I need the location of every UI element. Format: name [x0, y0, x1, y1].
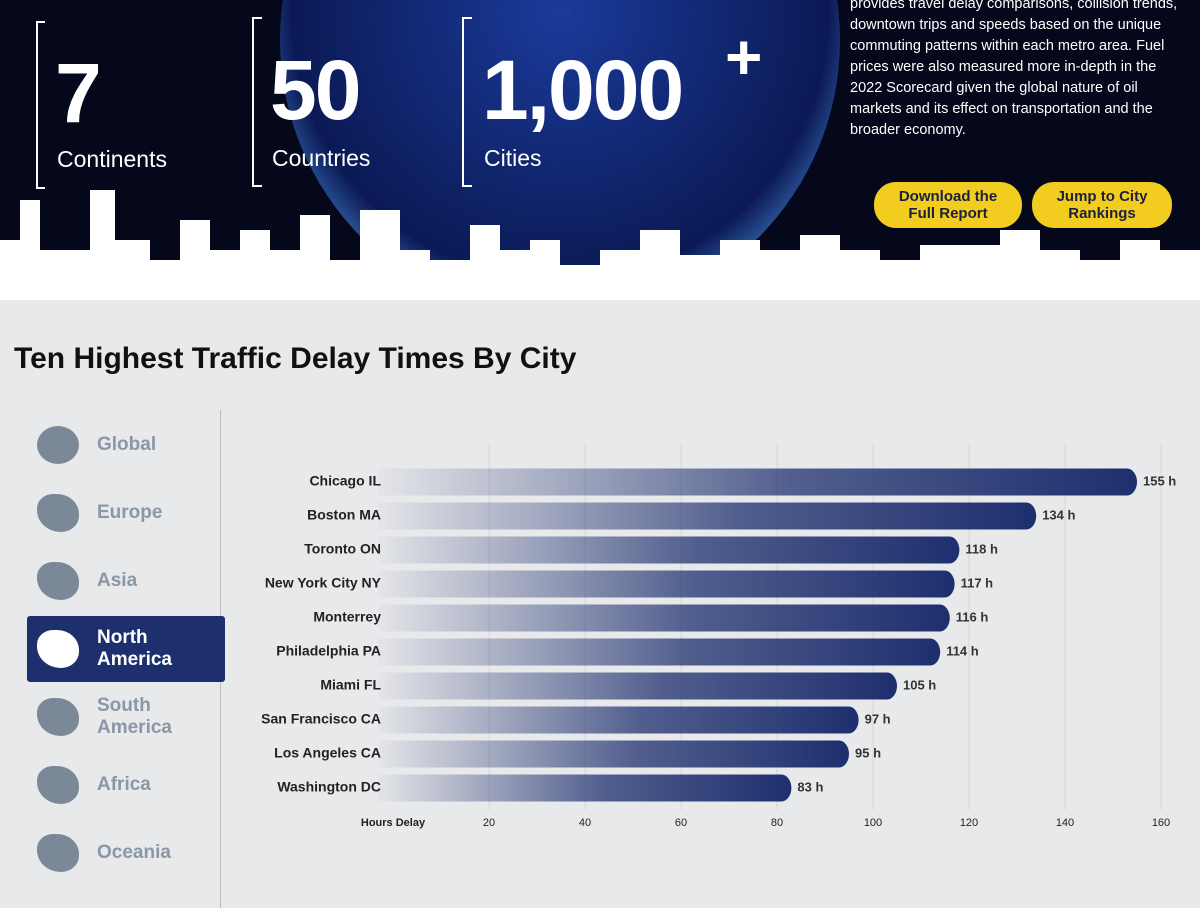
region-tab[interactable]: Global [27, 412, 225, 478]
value-label: 155 h [1143, 473, 1176, 488]
stat-number: 7 [55, 46, 102, 140]
value-label: 95 h [855, 745, 881, 760]
region-icon [37, 698, 79, 736]
region-icon [37, 834, 79, 872]
bar [378, 502, 1037, 530]
region-icon [37, 630, 79, 668]
banner [0, 0, 1200, 330]
y-tick-label: New York City NY [265, 575, 382, 591]
x-tick-label: 20 [483, 817, 495, 829]
bar [378, 536, 960, 564]
description: provides travel delay comparisons, colli… [850, 0, 1178, 138]
chart: 20 40 60 80 100 120 140 160 Hours Delay Chicago I… [261, 445, 1176, 829]
bar [378, 706, 859, 734]
region-icon [37, 766, 79, 804]
region-icon [37, 562, 79, 600]
x-tick-label: 140 [1056, 817, 1074, 829]
bar [378, 774, 792, 802]
x-tick-label: 80 [771, 817, 783, 829]
value-label: 117 h [961, 575, 994, 590]
y-tick-label: Monterrey [313, 609, 381, 625]
stat-number: 50 [270, 43, 361, 137]
region-tab[interactable]: North America [27, 616, 225, 682]
region-tab[interactable]: South America [27, 684, 225, 750]
x-tick-label: 120 [960, 817, 978, 829]
stat-suffix: + [725, 21, 762, 93]
y-tick-label: San Francisco CA [261, 711, 381, 727]
region-icon [37, 426, 79, 464]
stat-label: Cities [484, 145, 542, 171]
value-label: 97 h [865, 711, 891, 726]
bar [378, 740, 849, 768]
y-tick-label: Boston MA [307, 507, 381, 523]
y-tick-label: Miami FL [320, 677, 381, 693]
value-label: 134 h [1042, 507, 1075, 522]
x-tick-label: 160 [1152, 817, 1170, 829]
x-tick-label: 40 [579, 817, 591, 829]
region-icon [37, 494, 79, 532]
x-tick-label: 60 [675, 817, 687, 829]
stat-label: Continents [57, 146, 167, 172]
region-tab[interactable]: Asia [27, 548, 225, 614]
bar [378, 468, 1137, 496]
rankings-button[interactable]: Jump to City Rankings [1032, 182, 1172, 228]
x-tick-label: 100 [864, 817, 882, 829]
value-label: 116 h [956, 609, 989, 624]
bar [378, 570, 955, 598]
value-label: 83 h [797, 779, 823, 794]
value-label: 114 h [946, 643, 979, 658]
region-tab[interactable]: Oceania [27, 820, 225, 886]
bar [378, 638, 941, 666]
region-tab[interactable]: Africa [27, 752, 225, 818]
download-button[interactable]: Download the Full Report [874, 182, 1022, 228]
chart-title: Ten Highest Traffic Delay Times By City [14, 342, 577, 375]
y-tick-label: Washington DC [277, 779, 381, 795]
stat-label: Countries [272, 145, 371, 171]
bar [378, 604, 950, 632]
bar [378, 672, 898, 700]
y-tick-label: Los Angeles CA [274, 745, 381, 761]
y-tick-label: Chicago IL [309, 473, 381, 489]
value-label: 105 h [903, 677, 936, 692]
x-axis-label: Hours Delay [361, 817, 426, 829]
value-label: 118 h [965, 541, 998, 556]
y-tick-label: Toronto ON [304, 541, 381, 557]
y-tick-label: Philadelphia PA [276, 643, 381, 659]
stat-number: 1,000 [482, 43, 684, 137]
region-tab[interactable]: Europe [27, 480, 225, 546]
